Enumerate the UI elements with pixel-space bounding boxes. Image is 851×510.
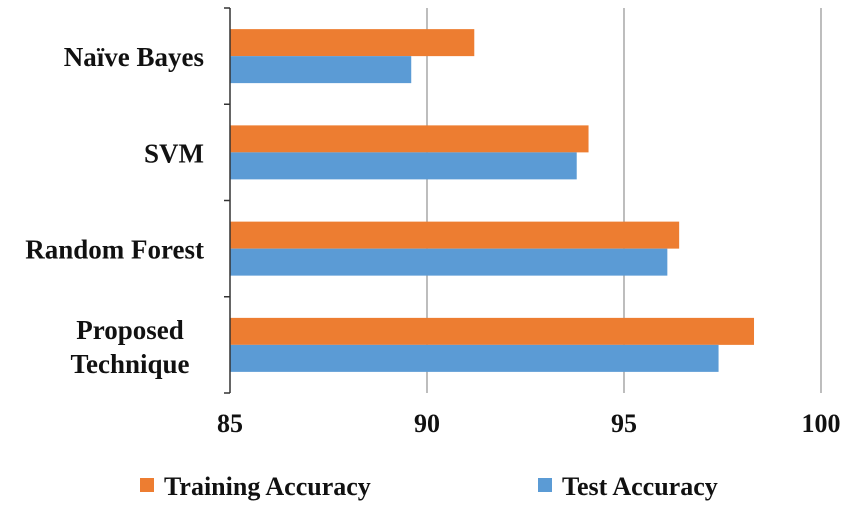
bar-test-accuracy — [230, 152, 577, 180]
legend-swatch — [140, 478, 154, 492]
bar-training-accuracy — [230, 29, 475, 57]
x-tick-label: 100 — [802, 409, 841, 438]
category-label: Naïve Bayes — [64, 42, 204, 72]
legend-swatch — [538, 478, 552, 492]
bar-test-accuracy — [230, 56, 412, 84]
category-label: Proposed Technique — [70, 315, 189, 379]
bar-test-accuracy — [230, 344, 719, 372]
x-tick-label: 90 — [414, 409, 440, 438]
bar-test-accuracy — [230, 248, 668, 276]
legend-label: Training Accuracy — [164, 472, 371, 501]
x-tick-label: 85 — [217, 409, 243, 438]
legend-label: Test Accuracy — [562, 472, 718, 501]
bar-training-accuracy — [230, 125, 589, 153]
category-label: Random Forest — [25, 235, 204, 265]
bar-training-accuracy — [230, 317, 755, 345]
category-label: SVM — [144, 138, 204, 168]
bar-training-accuracy — [230, 221, 680, 249]
x-tick-label: 95 — [611, 409, 637, 438]
